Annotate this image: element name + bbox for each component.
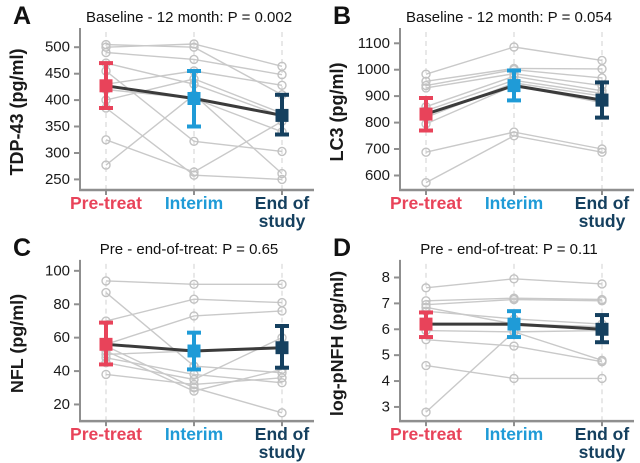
svg-text:400: 400 (45, 92, 70, 109)
panel-a-letter: A (13, 2, 32, 30)
svg-text:1100: 1100 (358, 35, 390, 52)
panel-a-plot: 250 300 350 400 450 500 Pre-treat Interim End of… (7, 28, 314, 231)
panel-d-title: Pre - end-of-treat: P = 0.11 (420, 241, 598, 258)
svg-text:End of: End of (255, 193, 310, 213)
svg-text:NFL (pg/ml): NFL (pg/ml) (7, 294, 27, 393)
svg-text:1000: 1000 (357, 61, 390, 78)
svg-text:End of: End of (575, 424, 630, 444)
svg-text:6: 6 (382, 321, 390, 338)
svg-text:100: 100 (45, 262, 70, 279)
panel-d: D Pre - end-of-treat: P = 0.11 3 4 5 6 7 8 Pre… (320, 232, 640, 463)
svg-text:3: 3 (382, 398, 390, 415)
svg-text:Pre-treat: Pre-treat (70, 193, 142, 213)
svg-text:Pre-treat: Pre-treat (70, 424, 142, 444)
svg-text:80: 80 (53, 296, 70, 313)
svg-text:20: 20 (53, 396, 70, 413)
panel-c-title: Pre - end-of-treat: P = 0.65 (99, 241, 279, 258)
panel-a-title: Baseline - 12 month: P = 0.002 (85, 9, 293, 26)
svg-text:study: study (259, 442, 306, 462)
svg-text:Interim: Interim (485, 424, 543, 444)
svg-text:LC3 (pg/ml): LC3 (pg/ml) (327, 63, 347, 162)
svg-text:log-pNFH (pg/ml): log-pNFH (pg/ml) (327, 271, 347, 416)
svg-text:700: 700 (365, 141, 390, 158)
svg-text:7: 7 (382, 295, 390, 312)
panel-b-plot: 600 700 800 900 1000 1100 Pre-treat Interim End … (327, 28, 634, 231)
svg-text:study: study (579, 211, 626, 231)
svg-text:600: 600 (365, 167, 390, 184)
svg-text:500: 500 (45, 39, 70, 56)
svg-text:Interim: Interim (485, 193, 543, 213)
svg-text:4: 4 (382, 373, 390, 390)
panel-c: C Pre - end-of-treat: P = 0.65 20 40 60 80 1… (0, 232, 320, 463)
panel-a: A Baseline - 12 month: P = 0.002 250 300 3… (0, 0, 320, 232)
svg-text:300: 300 (45, 145, 70, 162)
svg-text:End of: End of (255, 424, 310, 444)
panel-b: B Baseline - 12 month: P = 0.054 600 700 8… (320, 0, 640, 232)
svg-text:TDP-43 (pg/ml): TDP-43 (pg/ml) (7, 48, 27, 175)
svg-text:350: 350 (45, 118, 70, 135)
svg-text:60: 60 (53, 329, 70, 346)
svg-text:8: 8 (382, 269, 390, 286)
panel-c-letter: C (13, 234, 32, 262)
panel-d-letter: D (333, 234, 352, 262)
svg-text:450: 450 (45, 65, 70, 82)
svg-text:Interim: Interim (165, 193, 223, 213)
svg-text:900: 900 (365, 88, 390, 105)
svg-text:40: 40 (53, 363, 70, 380)
svg-text:End of: End of (575, 193, 630, 213)
svg-text:800: 800 (365, 114, 390, 131)
svg-text:5: 5 (382, 347, 390, 364)
panel-b-title: Baseline - 12 month: P = 0.054 (405, 9, 613, 26)
svg-text:Interim: Interim (165, 424, 223, 444)
panel-b-letter: B (333, 2, 352, 30)
svg-text:study: study (579, 442, 626, 462)
svg-text:Pre-treat: Pre-treat (390, 424, 462, 444)
svg-text:250: 250 (45, 171, 70, 188)
svg-text:Pre-treat: Pre-treat (390, 193, 462, 213)
svg-text:study: study (259, 211, 306, 231)
